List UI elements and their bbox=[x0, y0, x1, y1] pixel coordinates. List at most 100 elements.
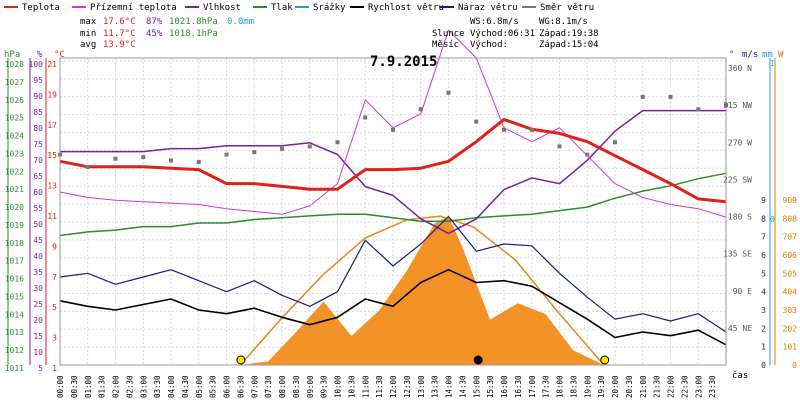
pressure-tick-label: 1016 bbox=[5, 275, 24, 284]
dir-tick-label: 315 NW bbox=[723, 101, 752, 110]
time-tick-label: 09:00 bbox=[306, 375, 315, 398]
moon-set: Západ:15:04 bbox=[539, 40, 599, 50]
wind-tick-label: 2 bbox=[761, 324, 766, 333]
pressure-tick-label: 1012 bbox=[5, 346, 24, 355]
temp-tick-label: 19 bbox=[47, 90, 57, 99]
time-tick-label: 07:00 bbox=[250, 375, 259, 398]
time-tick-label: 01:00 bbox=[84, 375, 93, 398]
time-tick-label: 23:30 bbox=[708, 375, 717, 398]
pressure-tick-label: 1028 bbox=[5, 60, 24, 69]
time-tick-label: 21:30 bbox=[653, 375, 662, 398]
time-tick-label: 18:30 bbox=[569, 375, 578, 398]
time-tick-label: 04:30 bbox=[181, 375, 190, 398]
time-tick-label: 07:30 bbox=[264, 375, 273, 398]
time-tick-label: 12:30 bbox=[403, 375, 412, 398]
humidity-tick-label: 55 bbox=[33, 204, 43, 213]
wind-dir-point bbox=[391, 127, 395, 132]
wind-gust-line bbox=[59, 215, 727, 333]
wind-tick-label: 1 bbox=[761, 343, 766, 352]
unit-temp: °C bbox=[54, 50, 65, 60]
rain-tick-label: 0 bbox=[770, 215, 775, 224]
solar-layer bbox=[239, 215, 605, 366]
legend-label: Náraz větru bbox=[458, 3, 518, 13]
pressure-tick-label: 1018 bbox=[5, 239, 24, 248]
unit-press: hPa bbox=[4, 50, 20, 60]
solar-theoretical-curve bbox=[239, 215, 605, 366]
solar-tick-label: 505 bbox=[783, 269, 798, 278]
legend-label: Rychlost větru bbox=[368, 3, 444, 13]
wind-tick-label: 5 bbox=[761, 269, 766, 278]
solar-tick-label: 101 bbox=[783, 343, 798, 352]
temp-tick-label: 17 bbox=[47, 121, 57, 130]
time-tick-label: 01:30 bbox=[98, 375, 107, 398]
pressure-tick-label: 1022 bbox=[5, 167, 24, 176]
time-tick-label: 00:00 bbox=[56, 375, 65, 398]
time-tick-label: 06:30 bbox=[236, 375, 245, 398]
dir-tick-label: 90 E bbox=[733, 287, 752, 296]
solar-tick-label: 0 bbox=[792, 361, 797, 370]
wind-dir-point bbox=[169, 158, 173, 163]
series-layer bbox=[58, 29, 728, 365]
pressure-tick-label: 1019 bbox=[5, 221, 24, 230]
humidity-tick-label: 10 bbox=[33, 348, 43, 357]
legend-label: Srážky bbox=[313, 3, 346, 13]
time-tick-label: 05:30 bbox=[209, 375, 218, 398]
time-tick-label: 20:30 bbox=[625, 375, 634, 398]
sun-rise: Východ:06:31 bbox=[470, 29, 535, 39]
wind-dir-point bbox=[224, 152, 229, 157]
dir-tick-label: 360 N bbox=[728, 64, 752, 73]
pressure-tick-label: 1013 bbox=[5, 328, 24, 337]
humidity-tick-label: 30 bbox=[33, 284, 43, 293]
time-tick-label: 06:00 bbox=[223, 375, 232, 398]
humidity-tick-label: 65 bbox=[33, 172, 43, 181]
plot-frame bbox=[59, 57, 727, 366]
solar-radiation-area bbox=[240, 216, 604, 365]
solar-tick-label: 202 bbox=[783, 324, 798, 333]
time-tick-label: 17:00 bbox=[528, 375, 537, 398]
sun-set: Západ:19:38 bbox=[539, 29, 599, 39]
humidity-tick-label: 25 bbox=[33, 300, 43, 309]
temp-tick-label: 7 bbox=[52, 273, 57, 282]
time-tick-label: 12:00 bbox=[389, 375, 398, 398]
humidity-tick-label: 95 bbox=[33, 76, 43, 85]
wind-dir-point bbox=[335, 140, 340, 145]
stat-max-label: max bbox=[80, 17, 97, 27]
unit-rain: mm bbox=[762, 50, 773, 60]
time-tick-label: 22:30 bbox=[680, 375, 689, 398]
time-tick-label: 23:00 bbox=[694, 375, 703, 398]
pressure-tick-label: 1024 bbox=[5, 132, 24, 141]
rain-tick-label: 1 bbox=[770, 59, 775, 68]
wind-tick-label: 7 bbox=[761, 233, 766, 242]
time-tick-label: 03:30 bbox=[153, 375, 162, 398]
stat-min-temp: 11.7°C bbox=[103, 29, 136, 39]
humidity-tick-label: 50 bbox=[33, 220, 43, 229]
humidity-tick-label: 100 bbox=[29, 60, 44, 69]
wind-dir-point bbox=[252, 150, 257, 155]
temp-tick-label: 13 bbox=[47, 182, 57, 191]
time-tick-label: 00:30 bbox=[70, 375, 79, 398]
time-tick-label: 09:30 bbox=[320, 375, 329, 398]
pressure-tick-label: 1014 bbox=[5, 310, 24, 319]
humidity-tick-label: 60 bbox=[33, 188, 43, 197]
time-tick-label: 13:00 bbox=[417, 375, 426, 398]
humidity-tick-label: 85 bbox=[33, 108, 43, 117]
legend-label: Směr větru bbox=[540, 3, 594, 13]
wind-dir-point bbox=[502, 127, 506, 132]
wind-tick-label: 8 bbox=[761, 214, 766, 223]
wind-tick-label: 0 bbox=[761, 361, 766, 370]
wind-dir-point bbox=[113, 156, 118, 161]
humidity-line bbox=[60, 109, 726, 235]
time-tick-label: 21:00 bbox=[639, 375, 648, 398]
wind-dir-point bbox=[280, 146, 284, 151]
wind-dir-point bbox=[585, 152, 590, 157]
wind-tick-label: 3 bbox=[761, 306, 766, 315]
stat-max-rain: 0.0mm bbox=[227, 17, 254, 27]
solar-tick-label: 404 bbox=[783, 288, 798, 297]
pressure-tick-label: 1027 bbox=[5, 78, 24, 87]
legend-label: Vlhkost bbox=[203, 3, 241, 13]
time-tick-label: 15:00 bbox=[472, 375, 481, 398]
time-tick-label: 03:00 bbox=[139, 375, 148, 398]
wind-dir-point bbox=[85, 165, 90, 169]
wind-speed-line bbox=[59, 268, 727, 346]
